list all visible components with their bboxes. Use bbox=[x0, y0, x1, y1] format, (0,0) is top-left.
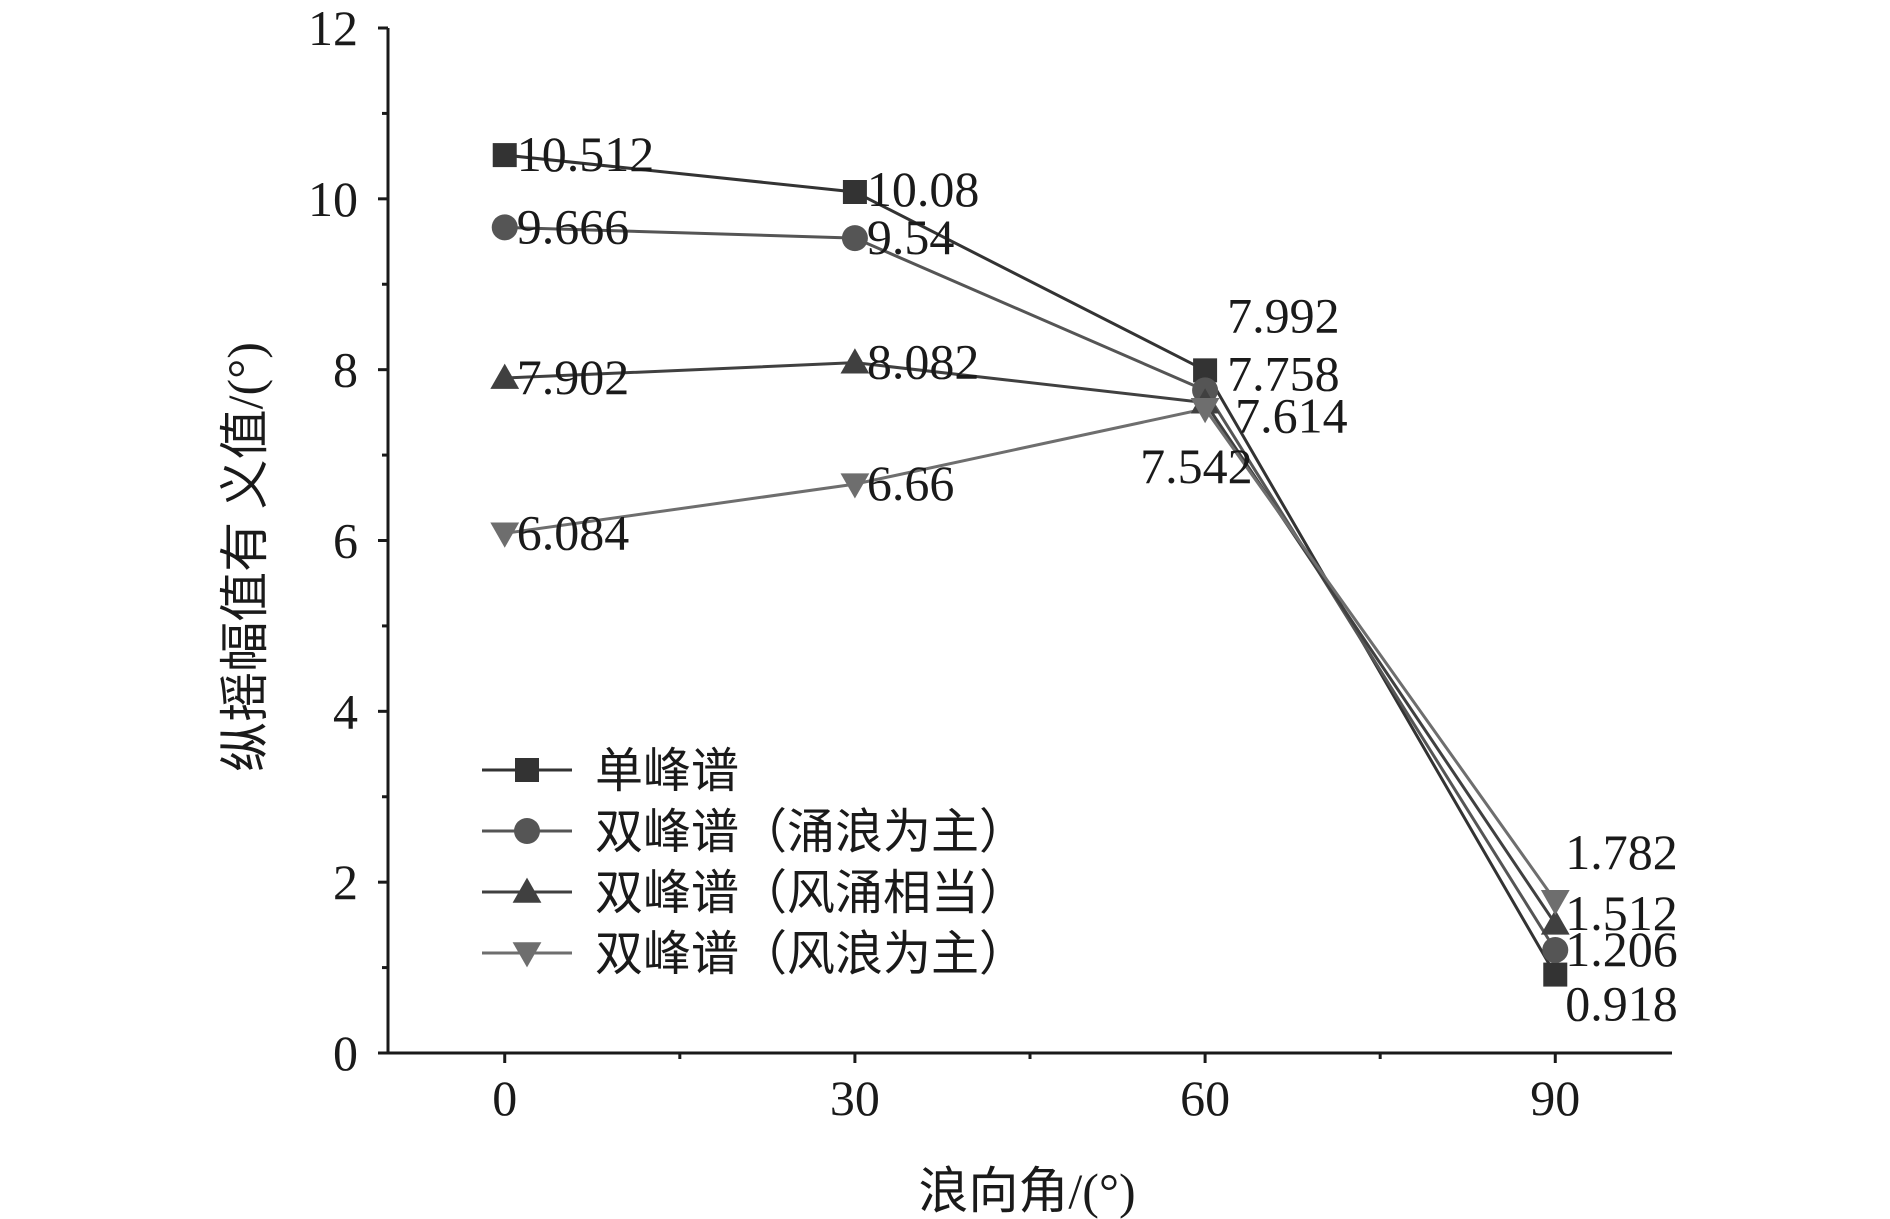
data-label-s1-3: 7.992 bbox=[1227, 287, 1340, 343]
markers-layer bbox=[490, 143, 1570, 987]
data-point-s1-4 bbox=[1543, 962, 1568, 987]
data-point-s4-4 bbox=[1540, 889, 1570, 916]
series-line-3 bbox=[504, 361, 1557, 925]
y-axis-title: 纵摇幅值有 义值/(°) bbox=[217, 342, 273, 772]
series-line-2 bbox=[504, 225, 1557, 951]
data-label-s2-2: 9.54 bbox=[867, 209, 955, 265]
y-tick-label: 10 bbox=[308, 171, 358, 227]
data-label-s4-3: 7.542 bbox=[1140, 438, 1253, 494]
data-point-s3-1 bbox=[490, 363, 520, 389]
y-tick-label: 6 bbox=[333, 513, 358, 569]
data-label-s1-2: 10.08 bbox=[867, 161, 980, 217]
y-tick-label: 4 bbox=[333, 683, 358, 739]
data-label-s4-4: 1.782 bbox=[1565, 824, 1678, 880]
data-point-s4-3 bbox=[1190, 397, 1220, 424]
data-label-s3-4: 1.512 bbox=[1565, 885, 1678, 941]
legend-label-3: 双峰谱（风涌相当） bbox=[595, 867, 1027, 920]
x-tick-label: 90 bbox=[1530, 1070, 1580, 1126]
legend-label-4: 双峰谱（风浪为主） bbox=[595, 928, 1027, 981]
data-label-s3-1: 7.902 bbox=[517, 349, 630, 405]
axes-layer: 0 2 4 6 8 10 12 0 30 60 90 bbox=[308, 0, 1672, 1126]
legend-marker-1 bbox=[515, 758, 539, 782]
data-label-s4-1: 6.084 bbox=[517, 504, 630, 560]
data-point-s1-1 bbox=[492, 143, 517, 168]
data-point-s4-1 bbox=[490, 522, 520, 548]
legend-label-1: 单峰谱 bbox=[595, 745, 739, 798]
data-point-s4-2 bbox=[840, 473, 870, 499]
data-label-s3-2: 8.082 bbox=[867, 334, 980, 390]
x-axis-title: 浪向角/(°) bbox=[918, 1163, 1135, 1219]
data-label-s2-1: 9.666 bbox=[517, 198, 630, 254]
legend-marker-4 bbox=[512, 942, 542, 968]
x-tick-label: 30 bbox=[830, 1070, 880, 1126]
legend-marker-3 bbox=[512, 877, 542, 903]
data-point-s2-4 bbox=[1542, 936, 1569, 963]
legend-label-2: 双峰谱（涌浪为主） bbox=[595, 806, 1027, 859]
series-lines-layer bbox=[504, 153, 1557, 976]
series-line-4 bbox=[504, 407, 1557, 902]
data-label-s3-3: 7.614 bbox=[1235, 388, 1348, 444]
data-point-s1-2 bbox=[842, 180, 867, 204]
y-tick-label: 0 bbox=[333, 1025, 358, 1081]
x-tick-label: 0 bbox=[492, 1070, 517, 1126]
y-tick-label: 2 bbox=[333, 854, 358, 910]
data-point-s3-4 bbox=[1540, 909, 1570, 935]
data-label-s2-4: 1.206 bbox=[1565, 921, 1678, 977]
data-point-s2-1 bbox=[491, 214, 518, 241]
data-label-s2-3: 7.758 bbox=[1227, 345, 1340, 401]
y-tick-label: 8 bbox=[333, 342, 358, 398]
data-labels-layer: 10.512 10.08 7.992 0.918 9.666 9.54 7.758 1.206… bbox=[517, 126, 1678, 1031]
data-point-s3-2 bbox=[840, 348, 870, 374]
data-label-s4-2: 6.66 bbox=[867, 455, 955, 511]
data-point-s2-2 bbox=[841, 225, 868, 252]
y-tick-label: 12 bbox=[308, 0, 358, 56]
data-label-s1-4: 0.918 bbox=[1565, 976, 1678, 1032]
data-label-s1-1: 10.512 bbox=[517, 126, 655, 182]
legend-marker-2 bbox=[514, 818, 540, 844]
x-tick-label: 60 bbox=[1180, 1070, 1230, 1126]
